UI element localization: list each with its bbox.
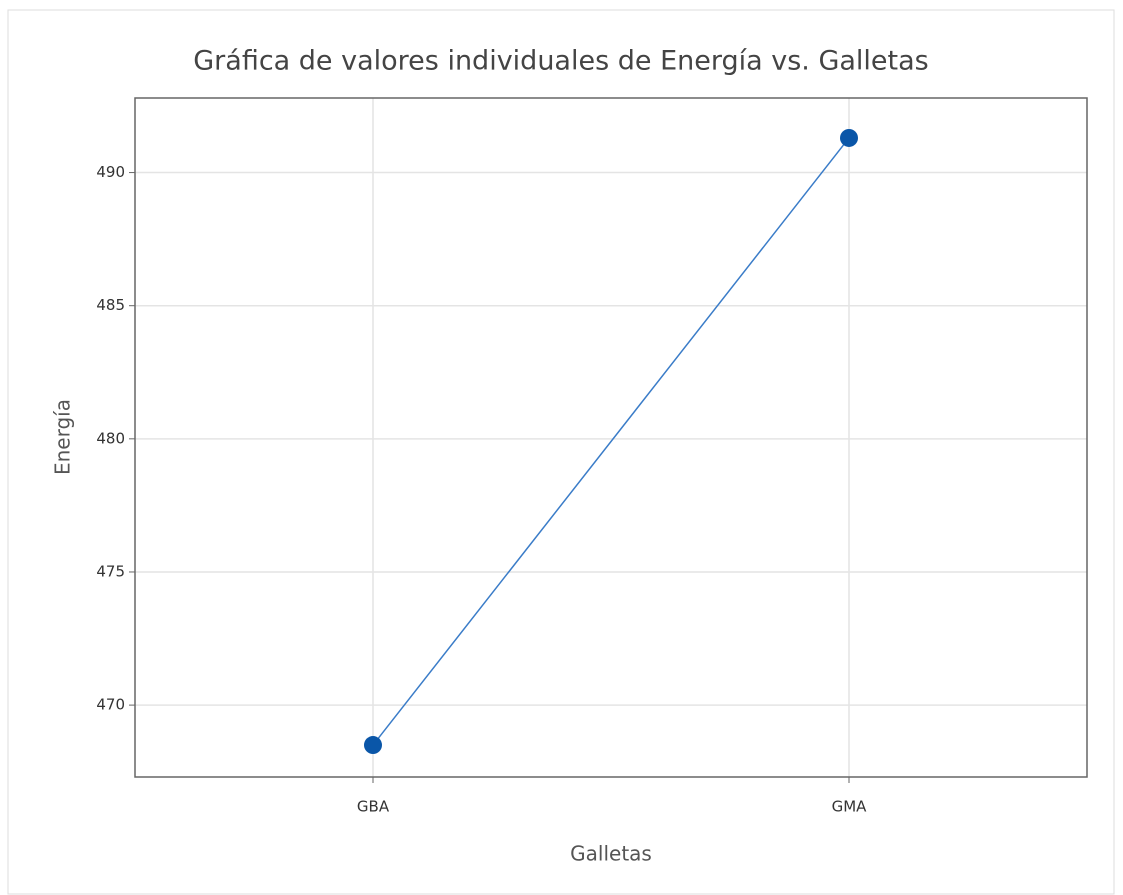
x-tick-label: GMA [832, 798, 868, 816]
y-tick-label: 475 [96, 562, 125, 580]
plot-border [134, 97, 1088, 778]
y-tick-label: 480 [96, 429, 125, 447]
y-tick-label: 485 [96, 296, 125, 314]
marker [364, 736, 382, 755]
y-tick-label: 470 [96, 696, 125, 714]
line [372, 137, 850, 746]
y-axis-title: Energía [51, 399, 75, 475]
x-tick-label: GBA [357, 798, 390, 816]
frame [7, 9, 1115, 895]
chart-title: Gráfica de valores individuales de Energ… [193, 46, 929, 77]
y-tick-label: 490 [96, 163, 125, 181]
marker [840, 128, 858, 147]
x-axis-title: Galletas [570, 842, 652, 866]
